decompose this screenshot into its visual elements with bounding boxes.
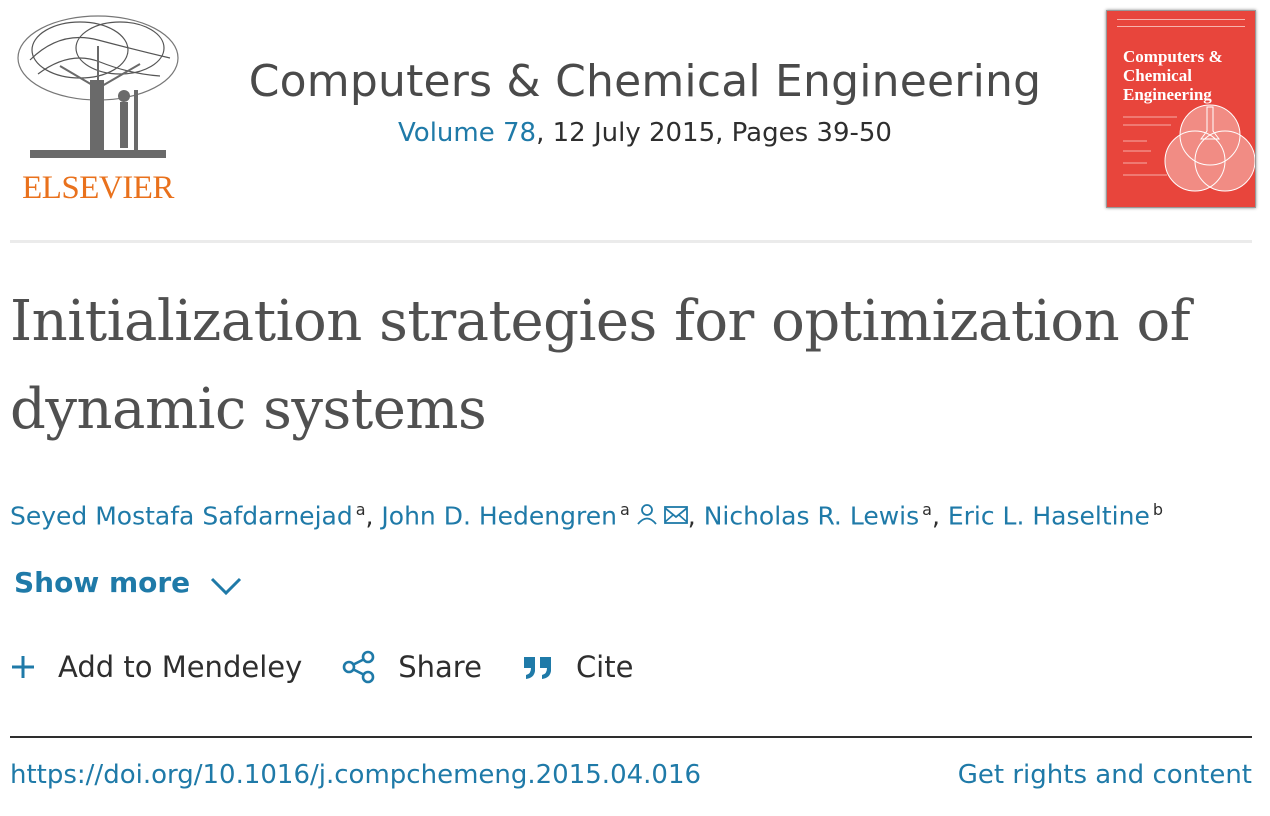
cite-label: Cite — [575, 650, 634, 684]
journal-issue-info: Volume 78, 12 July 2015, Pages 39-50 — [200, 118, 1090, 148]
cover-title: Computers & Chemical Engineering — [1123, 47, 1223, 104]
journal-title[interactable]: Computers & Chemical Engineering — [248, 56, 1042, 107]
share-icon — [342, 650, 375, 684]
article-title: Initialization strategies for optimizati… — [10, 289, 1190, 442]
doi-divider — [10, 736, 1252, 738]
person-icon[interactable] — [636, 499, 658, 535]
add-to-mendeley-button[interactable]: Add to Mendeley — [10, 650, 302, 684]
plus-icon — [12, 656, 34, 678]
envelope-icon[interactable] — [663, 499, 688, 535]
show-more-label: Show more — [14, 566, 191, 599]
affiliation-marker[interactable]: a — [619, 500, 630, 519]
author-separator: , — [365, 501, 374, 531]
cover-top-rule — [1117, 19, 1245, 27]
issue-details: , 12 July 2015, Pages 39-50 — [536, 118, 892, 148]
show-more-button[interactable]: Show more — [14, 566, 242, 599]
affiliation-marker[interactable]: b — [1152, 500, 1163, 519]
share-button[interactable]: Share — [342, 650, 482, 684]
elsevier-wordmark: ELSEVIER — [22, 170, 174, 206]
author-list: Seyed Mostafa Safdarnejad a, John D. Hede… — [10, 492, 1163, 535]
elsevier-tree-icon — [17, 15, 179, 158]
mendeley-label: Add to Mendeley — [58, 650, 303, 684]
share-label: Share — [398, 650, 482, 684]
author-separator: , — [687, 501, 696, 531]
journal-cover-image[interactable]: Computers & Chemical Engineering — [1106, 10, 1256, 208]
author-link[interactable]: Eric L. Haseltine — [947, 501, 1150, 531]
author-link[interactable]: Nicholas R. Lewis — [703, 501, 920, 531]
doi-link[interactable]: https://doi.org/10.1016/j.compchemeng.20… — [10, 760, 702, 790]
author-link[interactable]: John D. Hedengren — [381, 501, 617, 531]
author-link[interactable]: Seyed Mostafa Safdarnejad — [10, 501, 353, 531]
author-separator: , — [931, 501, 940, 531]
journal-header: Computers & Chemical Engineering Volume … — [200, 52, 1090, 148]
elsevier-logo[interactable]: ELSEVIER — [10, 10, 186, 208]
chevron-down-icon — [211, 577, 242, 595]
quote-icon — [523, 657, 551, 679]
header-divider — [10, 240, 1252, 243]
affiliation-marker[interactable]: a — [355, 500, 366, 519]
cite-button[interactable]: Cite — [522, 650, 634, 684]
cover-artwork-icon — [1123, 104, 1255, 192]
article-actions: Add to Mendeley Share Cite — [10, 650, 673, 684]
affiliation-marker[interactable]: a — [922, 500, 932, 519]
get-rights-link[interactable]: Get rights and content — [957, 760, 1252, 790]
volume-link[interactable]: Volume 78 — [398, 118, 537, 148]
